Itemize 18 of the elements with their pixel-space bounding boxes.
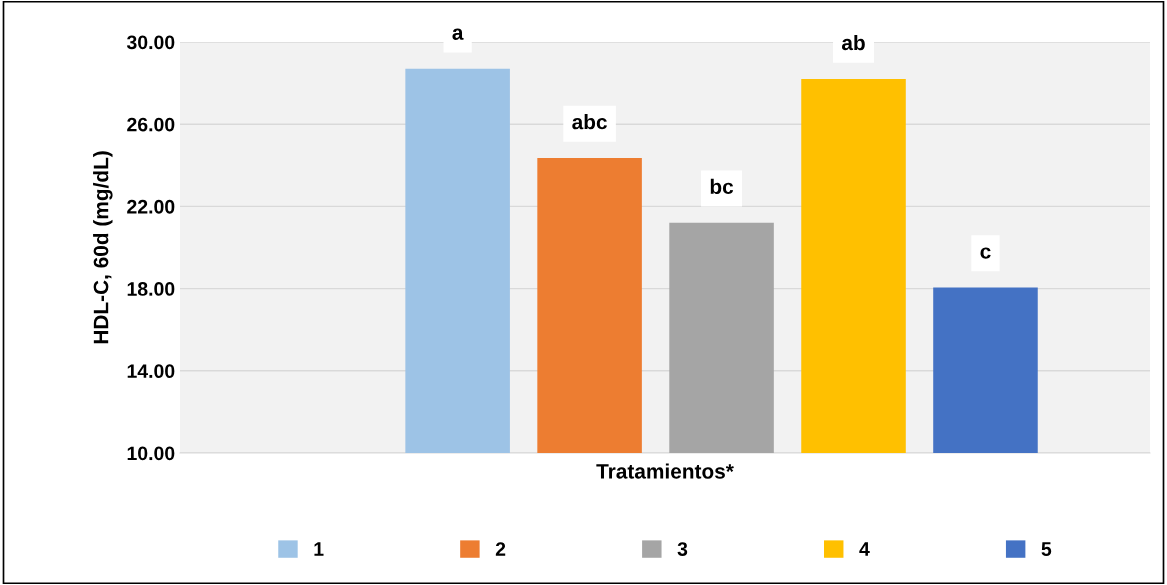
legend-label: 5 — [1041, 542, 1052, 556]
y-tick-label: 22.00 — [127, 199, 175, 214]
annotation: abc — [572, 114, 607, 130]
legend-label: 2 — [495, 542, 506, 556]
y-tick-label: 18.00 — [127, 282, 175, 296]
y-tick-label: 30.00 — [126, 35, 175, 50]
text: a — [452, 28, 464, 40]
legend-label: 3 — [677, 542, 688, 556]
annotation: c — [980, 247, 991, 259]
legend-label: 4 — [859, 542, 870, 556]
x-axis-title: Tratamientos* — [596, 463, 734, 479]
annotation: bc — [710, 178, 734, 195]
y-tick-label: 10.00 — [127, 446, 175, 461]
annotation: ab — [841, 34, 865, 51]
y-tick-label: 14.00 — [127, 364, 175, 379]
y-axis-title: HDL-C, 60d (mg/dL) — [93, 151, 113, 344]
y-tick-label: 26.00 — [127, 117, 175, 132]
legend-label: 1 — [314, 542, 324, 556]
